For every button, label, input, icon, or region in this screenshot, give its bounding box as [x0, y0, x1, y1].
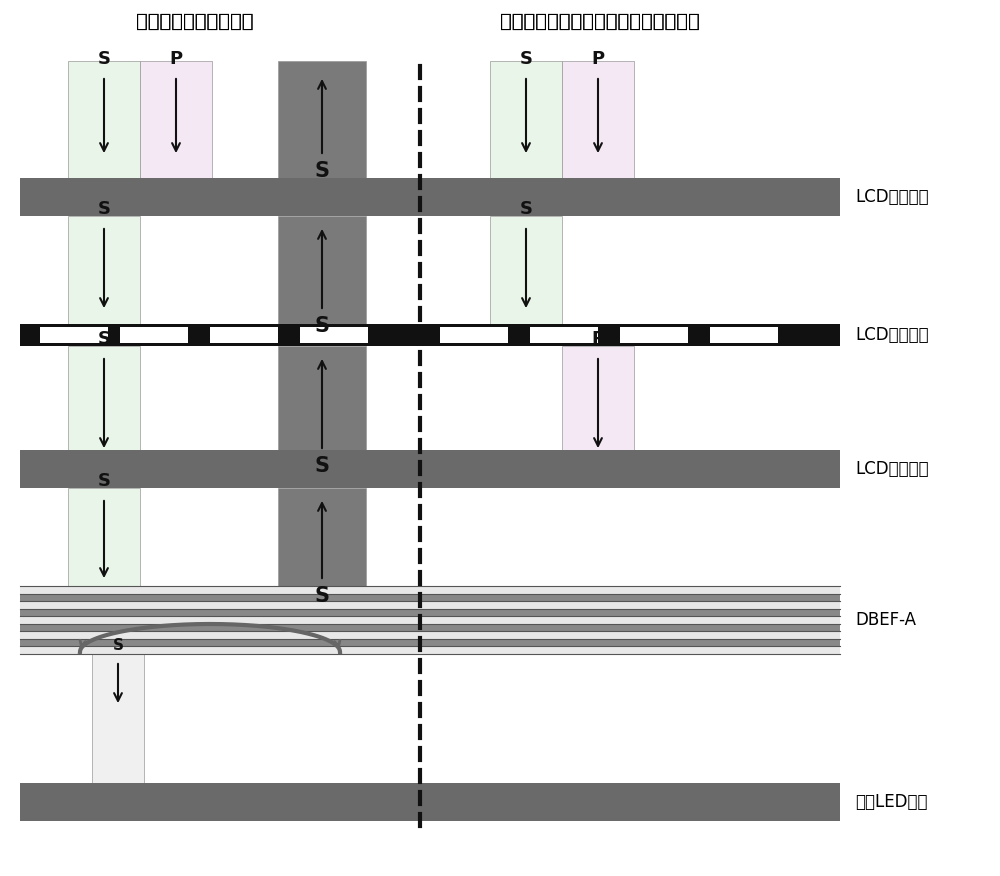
Bar	[562, 61, 634, 178]
Text: S: S	[98, 50, 110, 68]
Bar	[20, 450, 840, 488]
Bar	[620, 327, 688, 343]
Text: S: S	[98, 472, 110, 490]
Bar	[20, 324, 840, 346]
Text: S: S	[112, 638, 124, 653]
Text: LCD上偏光片: LCD上偏光片	[855, 188, 929, 206]
Text: S: S	[314, 456, 330, 476]
Bar	[20, 639, 840, 646]
Bar	[120, 327, 188, 343]
Text: 加电压，镜面效果，亮: 加电压，镜面效果，亮	[136, 11, 254, 31]
Bar	[92, 654, 144, 783]
Bar	[440, 327, 508, 343]
Bar	[20, 585, 840, 594]
Bar	[20, 593, 840, 601]
Text: S: S	[314, 316, 330, 336]
Text: DBEF-A: DBEF-A	[855, 611, 916, 629]
Bar	[300, 327, 368, 343]
Bar	[20, 624, 840, 632]
Text: S: S	[520, 50, 532, 68]
Bar	[278, 61, 366, 178]
Bar	[140, 61, 212, 178]
Bar	[68, 488, 140, 586]
Bar	[20, 631, 840, 639]
Text: 无电压，深色（黑色、红色、蓝色等）: 无电压，深色（黑色、红色、蓝色等）	[500, 11, 700, 31]
Bar	[562, 346, 634, 450]
Text: S: S	[98, 200, 110, 218]
Text: S: S	[98, 330, 110, 348]
Bar	[530, 327, 598, 343]
Bar	[20, 646, 840, 654]
Text: 无电压，深色（黑色、红色、蓝色等）: 无电压，深色（黑色、红色、蓝色等）	[500, 11, 700, 31]
Bar	[40, 327, 108, 343]
Bar	[20, 608, 840, 616]
Text: 白色LED背光: 白色LED背光	[855, 793, 928, 811]
Bar	[68, 216, 140, 324]
Text: P: P	[591, 50, 605, 68]
Text: S: S	[314, 586, 330, 606]
Bar	[20, 616, 840, 624]
Text: 加电压，镜面效果，亮: 加电压，镜面效果，亮	[136, 11, 254, 31]
Bar	[278, 488, 366, 586]
Bar	[20, 601, 840, 609]
Bar	[278, 216, 366, 324]
Text: S: S	[314, 161, 330, 181]
Text: P: P	[591, 330, 605, 348]
Text: LCD玻璃面板: LCD玻璃面板	[855, 326, 929, 344]
Bar	[278, 346, 366, 450]
Bar	[490, 61, 562, 178]
Bar	[710, 327, 778, 343]
Bar	[68, 346, 140, 450]
Bar	[20, 178, 840, 216]
Text: LCD下偏光片: LCD下偏光片	[855, 460, 929, 478]
Text: S: S	[520, 200, 532, 218]
Bar	[68, 61, 140, 178]
Bar	[490, 216, 562, 324]
Bar	[20, 783, 840, 821]
Bar	[210, 327, 278, 343]
Text: P: P	[169, 50, 183, 68]
